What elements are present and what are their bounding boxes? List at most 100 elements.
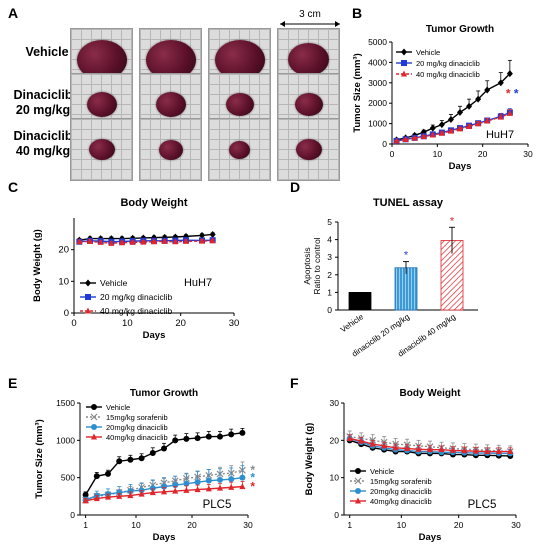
legend-label: 20 mg/kg dinaciclib xyxy=(100,292,173,302)
data-point xyxy=(205,433,212,440)
series-40mg-kg-dinaciclib xyxy=(346,434,514,455)
row-label-line: 40 mg/kg xyxy=(15,144,71,158)
x-tick-label: 1 xyxy=(347,520,352,530)
data-point xyxy=(427,446,433,453)
data-point xyxy=(217,476,223,483)
chart-title: Body Weight xyxy=(120,197,187,209)
data-point xyxy=(138,455,145,462)
panel-letter-d: D xyxy=(290,179,300,195)
y-axis-label: Apoptosis xyxy=(302,247,312,284)
tumor xyxy=(156,92,186,117)
data-point xyxy=(404,445,411,452)
bar xyxy=(348,291,372,311)
chart-F: Body Weight 0 10 20 30 1 10 20 30 Days Body Weight… xyxy=(304,388,521,543)
legend-marker xyxy=(401,60,407,66)
data-point xyxy=(105,470,111,477)
chart-E: Tumor Growth 0 500 1000 1500 1 10 20 30 Days Tumor… xyxy=(34,388,255,543)
row-label-line: Dinaciclib xyxy=(13,129,73,143)
y-tick-label: 500 xyxy=(61,473,75,483)
data-point xyxy=(438,446,445,453)
data-point xyxy=(475,95,482,103)
x-tick-label: 10 xyxy=(433,149,443,159)
y-tick-label: 0 xyxy=(334,510,339,520)
legend-label: Vehicle xyxy=(100,278,128,288)
data-point xyxy=(138,490,145,497)
scale-bar-label: 3 cm xyxy=(299,9,321,20)
y-tick-label: 5 xyxy=(327,217,332,227)
y-tick-label: 30 xyxy=(330,398,340,408)
legend-marker xyxy=(90,413,98,421)
chart-D: TUNEL assay 0 1 2 3 4 5 Apoptosis Ratio to contr… xyxy=(302,197,478,359)
y-tick-label: 10 xyxy=(58,276,69,287)
data-point xyxy=(194,479,201,486)
tumor xyxy=(229,141,250,159)
data-point xyxy=(119,239,125,246)
legend-label: 40mg/kg dinaciclib xyxy=(106,433,168,442)
bar xyxy=(394,267,418,311)
data-point xyxy=(127,488,134,495)
data-point xyxy=(497,79,504,87)
data-point xyxy=(161,483,167,490)
data-point xyxy=(76,238,83,245)
significance-star: * xyxy=(250,463,255,477)
legend: Vehicle 20 mg/kg dinaciclib 40 mg/kg dinac… xyxy=(396,48,480,79)
series-40-mg-kg-dinaciclib xyxy=(76,237,216,246)
tumor-photo xyxy=(139,118,202,181)
data-point xyxy=(475,120,482,127)
chart-annotation: PLC5 xyxy=(468,499,497,511)
y-tick-label: 0 xyxy=(64,308,69,319)
data-point xyxy=(506,109,513,116)
data-point xyxy=(393,137,400,144)
y-tick-label: 0 xyxy=(327,305,332,315)
data-point xyxy=(392,444,399,451)
data-point xyxy=(461,447,468,454)
data-point xyxy=(116,489,123,496)
row-label-20mg: Dinaciclib 20 mg/kg xyxy=(10,88,76,118)
chart-title: TUNEL assay xyxy=(373,197,444,209)
data-point xyxy=(194,435,201,442)
data-point xyxy=(149,485,156,492)
chart-B: Tumor Growth 0 1000 2000 3000 4000 5000 0 10 20 30… xyxy=(352,24,533,172)
y-tick-label: 1000 xyxy=(368,119,387,129)
data-point xyxy=(506,70,513,78)
data-point xyxy=(93,473,100,480)
data-point xyxy=(140,238,147,245)
data-point xyxy=(358,437,365,444)
chart-annotation: HuH7 xyxy=(486,129,514,141)
tumor xyxy=(295,93,323,116)
data-point xyxy=(438,121,445,129)
data-point xyxy=(466,102,473,110)
legend: Vehicle 20 mg/kg dinaciclib 40 mg/kg dinac… xyxy=(80,278,173,316)
data-point xyxy=(495,448,502,455)
data-point xyxy=(127,456,134,463)
data-point xyxy=(457,108,463,116)
y-tick-label: 4 xyxy=(327,235,332,245)
y-tick-label: 2000 xyxy=(368,98,387,108)
y-tick-label: 0 xyxy=(382,139,387,149)
tumor xyxy=(226,93,254,116)
panel-letter-b: B xyxy=(352,5,362,21)
panel-letter-e: E xyxy=(8,375,17,391)
series-40-mg-kg-dinaciclib xyxy=(393,109,513,144)
significance-star: * xyxy=(250,471,255,485)
y-tick-label: 20 xyxy=(330,435,340,445)
x-tick-label: 30 xyxy=(523,149,533,159)
data-point xyxy=(447,116,454,124)
data-point xyxy=(82,497,89,504)
significance-star: * xyxy=(450,215,455,227)
x-tick-label: 10 xyxy=(397,520,407,530)
data-point xyxy=(149,489,156,496)
data-point xyxy=(217,484,223,491)
x-tick-label: 10 xyxy=(131,520,141,530)
legend-marker xyxy=(355,488,361,494)
legend-label: 15mg/kg sorafenib xyxy=(370,477,432,486)
data-point xyxy=(129,238,136,245)
y-tick-label: 4000 xyxy=(368,57,387,67)
data-point xyxy=(183,237,189,244)
data-point xyxy=(199,237,205,244)
y-axis-label: Body Weight (g) xyxy=(32,229,43,302)
y-tick-label: 0 xyxy=(70,510,75,520)
legend-label: 40mg/kg dinaciclib xyxy=(370,497,432,506)
data-point xyxy=(151,238,157,245)
